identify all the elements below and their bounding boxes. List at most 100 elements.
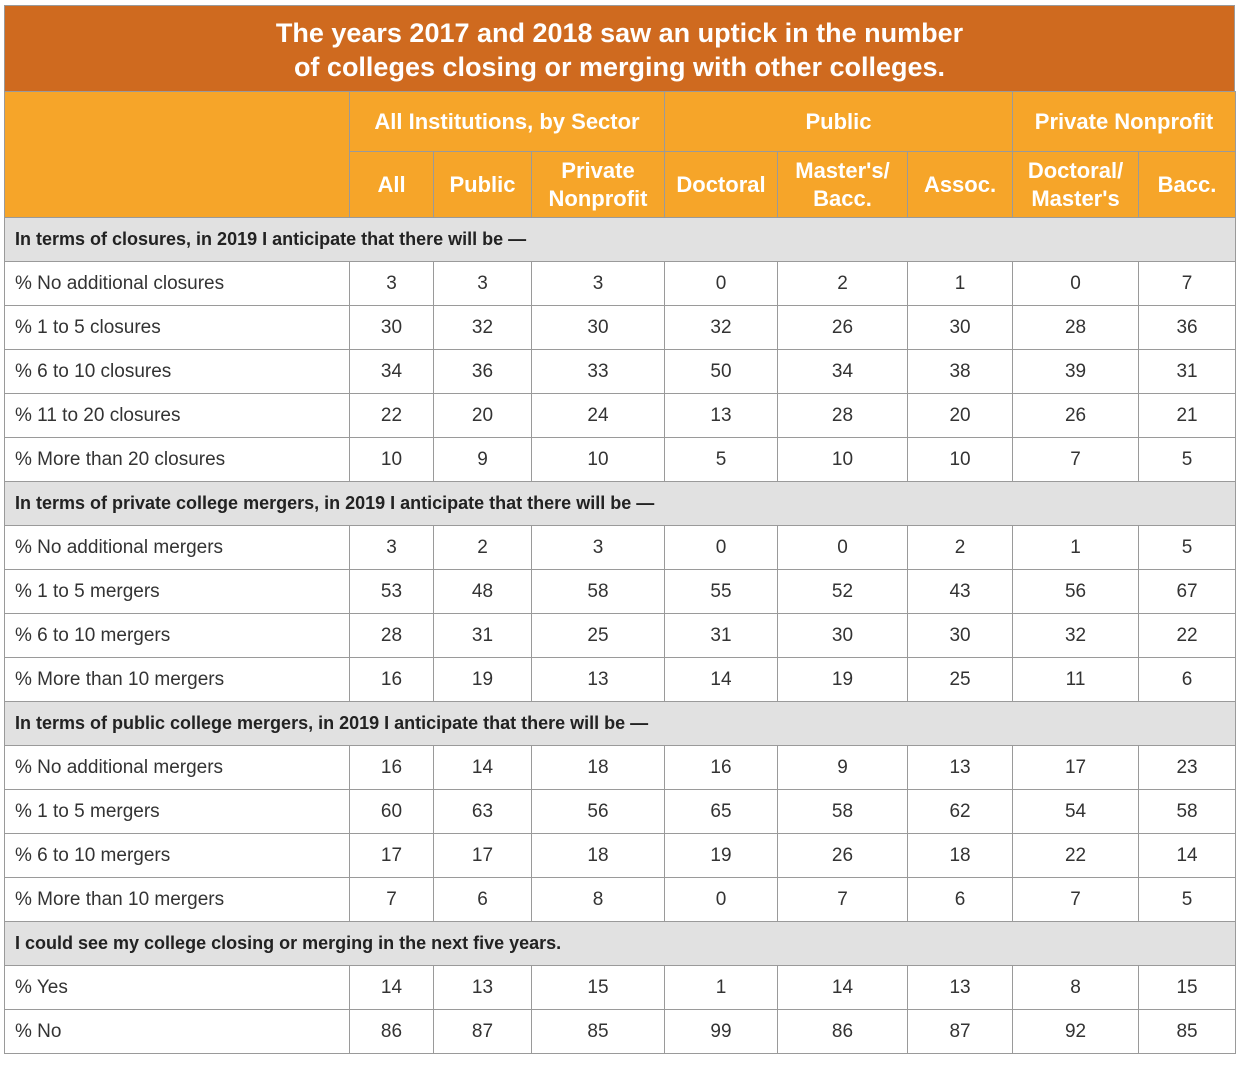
section-title: I could see my college closing or mergin… xyxy=(3,921,1237,966)
table-cell: 10 xyxy=(906,437,1014,482)
table-cell: 63 xyxy=(433,789,532,834)
table-cell: 58 xyxy=(531,569,665,614)
table-cell: 1 xyxy=(906,261,1014,306)
row-label: % No additional mergers xyxy=(4,525,350,570)
table-row: % No additional closures 3 3 3 0 2 1 0 7 xyxy=(4,261,1237,306)
row-label: % 6 to 10 mergers xyxy=(4,613,350,658)
table-cell: 54 xyxy=(1012,789,1140,834)
group-header-public: Public xyxy=(663,91,1014,152)
table-cell: 8 xyxy=(531,877,665,922)
table-cell: 10 xyxy=(349,437,434,482)
column-header: Master's/Bacc. xyxy=(777,151,908,218)
group-header-all-institutions: All Institutions, by Sector xyxy=(349,91,665,152)
table-cell: 16 xyxy=(349,745,434,790)
table-cell: 18 xyxy=(531,833,665,878)
table-cell: 56 xyxy=(1012,569,1140,614)
table-cell: 3 xyxy=(349,261,434,306)
table-cell: 15 xyxy=(531,965,665,1010)
table-cell: 0 xyxy=(777,525,908,570)
table-cell: 26 xyxy=(777,305,908,350)
table-cell: 87 xyxy=(906,1009,1014,1054)
column-header: Bacc. xyxy=(1138,151,1237,218)
table-cell: 34 xyxy=(777,349,908,394)
table-cell: 3 xyxy=(349,525,434,570)
table-cell: 19 xyxy=(777,657,908,702)
table-cell: 92 xyxy=(1012,1009,1140,1054)
table-cell: 9 xyxy=(777,745,908,790)
table-cell: 13 xyxy=(906,745,1014,790)
table-cell: 48 xyxy=(433,569,532,614)
table-cell: 1 xyxy=(664,965,778,1010)
table-cell: 62 xyxy=(906,789,1014,834)
table-cell: 34 xyxy=(349,349,434,394)
table-cell: 39 xyxy=(1012,349,1140,394)
table-cell: 28 xyxy=(1012,305,1140,350)
table-cell: 26 xyxy=(1012,393,1140,438)
section-title: In terms of public college mergers, in 2… xyxy=(3,701,1237,746)
table-cell: 14 xyxy=(1138,833,1237,878)
table-row: % 1 to 5 mergers 60 63 56 65 58 62 54 58 xyxy=(4,789,1237,834)
column-header: Public xyxy=(433,151,532,218)
section-title: In terms of closures, in 2019 I anticipa… xyxy=(3,217,1237,262)
row-label: % More than 20 closures xyxy=(4,437,350,482)
table-cell: 5 xyxy=(1138,525,1237,570)
table-cell: 30 xyxy=(531,305,665,350)
table-cell: 0 xyxy=(1012,261,1140,306)
table-cell: 18 xyxy=(531,745,665,790)
table-cell: 60 xyxy=(349,789,434,834)
table-cell: 52 xyxy=(777,569,908,614)
table-cell: 99 xyxy=(664,1009,778,1054)
group-header-private-nonprofit: Private Nonprofit xyxy=(1012,91,1237,152)
table-row: % 1 to 5 closures 30 32 30 32 26 30 28 36 xyxy=(4,305,1237,350)
table-cell: 18 xyxy=(906,833,1014,878)
table-cell: 13 xyxy=(531,657,665,702)
section-header-row: In terms of public college mergers, in 2… xyxy=(3,701,1237,746)
table-cell: 5 xyxy=(1138,437,1237,482)
section-header-row: In terms of private college mergers, in … xyxy=(3,481,1237,526)
table-row: % No additional mergers 16 14 18 16 9 13 17 23 xyxy=(4,745,1237,790)
row-label: % 1 to 5 mergers xyxy=(4,569,350,614)
table-cell: 56 xyxy=(531,789,665,834)
table-cell: 21 xyxy=(1138,393,1237,438)
table-cell: 24 xyxy=(531,393,665,438)
table-cell: 53 xyxy=(349,569,434,614)
table-cell: 20 xyxy=(433,393,532,438)
table-row: % 1 to 5 mergers 53 48 58 55 52 43 56 67 xyxy=(4,569,1237,614)
table-cell: 3 xyxy=(433,261,532,306)
table-cell: 6 xyxy=(1138,657,1237,702)
table-title: The years 2017 and 2018 saw an uptick in… xyxy=(4,5,1235,91)
table-cell: 25 xyxy=(906,657,1014,702)
row-label: % Yes xyxy=(4,965,350,1010)
column-header-row: All Public Private Nonprofit Doctoral Mas… xyxy=(5,151,1237,218)
table-cell: 55 xyxy=(664,569,778,614)
table-cell: 32 xyxy=(664,305,778,350)
table-cell: 17 xyxy=(433,833,532,878)
table-cell: 85 xyxy=(1138,1009,1237,1054)
table-row: % 6 to 10 mergers 28 31 25 31 30 30 32 22 xyxy=(4,613,1237,658)
table-cell: 16 xyxy=(664,745,778,790)
table-cell: 13 xyxy=(664,393,778,438)
table-body: In terms of closures, in 2019 I anticipa… xyxy=(3,217,1237,1054)
table-cell: 3 xyxy=(531,525,665,570)
survey-table-figure: The years 2017 and 2018 saw an uptick in… xyxy=(3,5,1237,1054)
row-label: % More than 10 mergers xyxy=(4,877,350,922)
column-header: Assoc. xyxy=(906,151,1014,218)
table-cell: 26 xyxy=(777,833,908,878)
table-cell: 32 xyxy=(433,305,532,350)
table-cell: 19 xyxy=(433,657,532,702)
table-row: % 11 to 20 closures 22 20 24 13 28 20 26 21 xyxy=(4,393,1237,438)
table-cell: 32 xyxy=(1012,613,1140,658)
row-label: % No additional mergers xyxy=(4,745,350,790)
table-cell: 86 xyxy=(349,1009,434,1054)
table-cell: 9 xyxy=(433,437,532,482)
data-table: All Institutions, by Sector Public Priva… xyxy=(3,91,1237,1054)
table-cell: 6 xyxy=(906,877,1014,922)
table-cell: 20 xyxy=(906,393,1014,438)
table-cell: 19 xyxy=(664,833,778,878)
table-cell: 2 xyxy=(777,261,908,306)
column-header: All xyxy=(349,151,434,218)
table-cell: 6 xyxy=(433,877,532,922)
table-cell: 30 xyxy=(906,613,1014,658)
table-cell: 14 xyxy=(777,965,908,1010)
table-cell: 2 xyxy=(906,525,1014,570)
